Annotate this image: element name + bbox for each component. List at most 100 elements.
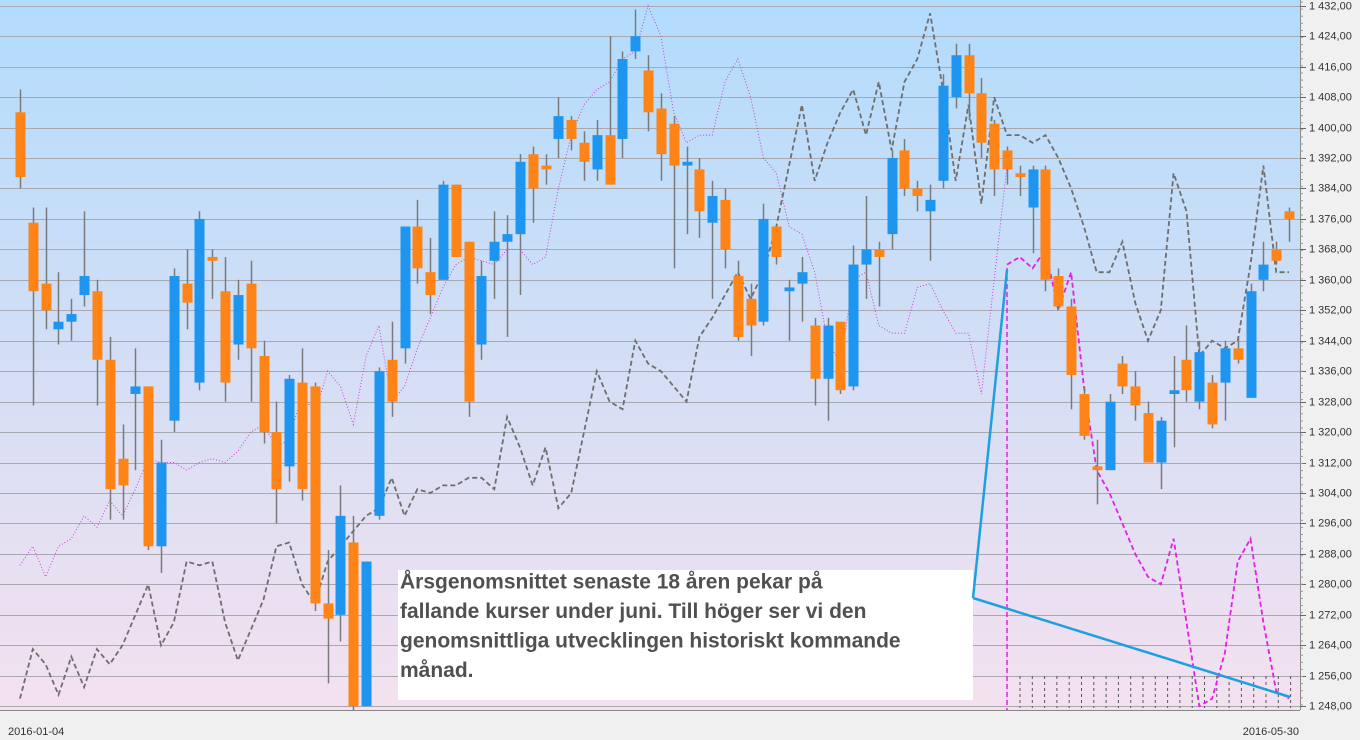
y-tick-label: 1 400,00 xyxy=(1309,122,1352,134)
annotation-line: genomsnittliga utvecklingen historiskt k… xyxy=(400,630,901,653)
y-tick-label: 1 368,00 xyxy=(1309,243,1352,255)
candle-body xyxy=(194,218,205,383)
annotation-line: Årsgenomsnittet senaste 18 åren pekar på xyxy=(400,570,823,594)
candle-body xyxy=(1143,413,1154,463)
candle-body xyxy=(707,196,718,223)
candle-body xyxy=(848,264,859,387)
candle-body xyxy=(28,222,39,292)
y-tick-label: 1 392,00 xyxy=(1309,152,1352,164)
candle-body xyxy=(1194,352,1205,402)
y-tick-label: 1 336,00 xyxy=(1309,365,1352,377)
candle-body xyxy=(541,165,552,170)
annotation-box xyxy=(398,570,973,700)
candle-body xyxy=(720,199,731,250)
y-axis: 1 248,00 1 256,00 1 264,00 1 272,00 1 280,00… xyxy=(1300,0,1352,712)
y-tick-label: 1 256,00 xyxy=(1309,670,1352,682)
candle-body xyxy=(643,70,654,113)
y-tick-label: 1 280,00 xyxy=(1309,578,1352,590)
y-tick-label: 1 360,00 xyxy=(1309,274,1352,286)
candle-body xyxy=(323,603,334,619)
candle-body xyxy=(1258,264,1269,280)
y-tick-label: 1 312,00 xyxy=(1309,457,1352,469)
forecast-markers xyxy=(1019,676,1292,708)
annotation-line: månad. xyxy=(400,659,474,682)
candle-body xyxy=(746,298,757,326)
candle-body xyxy=(476,276,487,345)
candle-body xyxy=(169,276,180,421)
x-tick-label: 2016-05-30 xyxy=(1243,726,1299,738)
annotation: Årsgenomsnittet senaste 18 åren pekar på… xyxy=(400,570,901,683)
x-tick-label: 2016-01-04 xyxy=(8,726,64,738)
candle-body xyxy=(1271,249,1282,261)
candle-body xyxy=(989,123,1000,170)
candle-body xyxy=(592,135,603,170)
candle-body xyxy=(1053,276,1064,307)
candle-body xyxy=(118,458,129,486)
candle-body xyxy=(246,283,257,349)
candle-body xyxy=(925,199,936,212)
candle-body xyxy=(374,371,385,516)
candle-body xyxy=(861,249,872,265)
candle-body xyxy=(784,287,795,292)
candle-body xyxy=(810,325,821,379)
candle-body xyxy=(694,169,705,212)
candle-body xyxy=(412,226,423,269)
candle-body xyxy=(1117,363,1128,387)
y-tick-label: 1 248,00 xyxy=(1309,700,1352,712)
y-tick-label: 1 416,00 xyxy=(1309,61,1352,73)
candle-body xyxy=(425,272,436,296)
candle-body xyxy=(528,154,539,189)
candle-body xyxy=(823,325,834,379)
y-tick-label: 1 320,00 xyxy=(1309,426,1352,438)
candle-body xyxy=(310,386,321,604)
candle-body xyxy=(771,226,782,257)
candle-body xyxy=(1284,211,1295,219)
candle-body xyxy=(156,462,167,547)
candle-body xyxy=(656,108,667,155)
candle-body xyxy=(451,184,462,257)
candle-body xyxy=(1092,466,1103,471)
candle-body xyxy=(92,291,103,360)
candle-body xyxy=(1246,291,1257,398)
candle-body xyxy=(182,283,193,303)
candle-body xyxy=(733,276,744,337)
candle-body xyxy=(1105,401,1116,471)
candle-body xyxy=(669,123,680,166)
candle-body xyxy=(1156,420,1167,463)
candle-body xyxy=(361,561,372,707)
candle-body xyxy=(1066,306,1077,375)
candle-body xyxy=(887,157,898,235)
candle-body xyxy=(797,272,808,284)
y-tick-label: 1 384,00 xyxy=(1309,182,1352,194)
x-axis: 2016-01-04 2016-05-30 xyxy=(8,726,1299,738)
candle-body xyxy=(15,112,26,178)
candle-body xyxy=(105,359,116,490)
candle-body xyxy=(938,85,949,181)
candle-body xyxy=(220,291,231,383)
y-tick-label: 1 328,00 xyxy=(1309,396,1352,408)
y-tick-label: 1 344,00 xyxy=(1309,335,1352,347)
candle-body xyxy=(284,378,295,467)
overlay-line xyxy=(19,13,1289,699)
candle-body xyxy=(951,55,962,98)
y-tick-label: 1 272,00 xyxy=(1309,609,1352,621)
candle-body xyxy=(348,542,359,707)
candle-body xyxy=(553,116,564,139)
annotation-pointer xyxy=(972,596,1291,699)
candle-body xyxy=(899,150,910,189)
candle-body xyxy=(79,276,90,296)
candle-body xyxy=(964,55,975,94)
y-tick-label: 1 264,00 xyxy=(1309,639,1352,651)
candle-body xyxy=(143,386,154,547)
candle-body xyxy=(271,432,282,490)
candle-body xyxy=(1130,386,1141,406)
y-tick-label: 1 352,00 xyxy=(1309,304,1352,316)
annotation-pointer xyxy=(971,269,1009,599)
candle-body xyxy=(1002,150,1013,170)
candle-body xyxy=(53,321,64,330)
candle-body xyxy=(1028,169,1039,208)
candle-body xyxy=(912,188,923,197)
candle-body xyxy=(207,256,218,261)
annotation-line: fallande kurser under juni. Till höger s… xyxy=(400,600,866,623)
